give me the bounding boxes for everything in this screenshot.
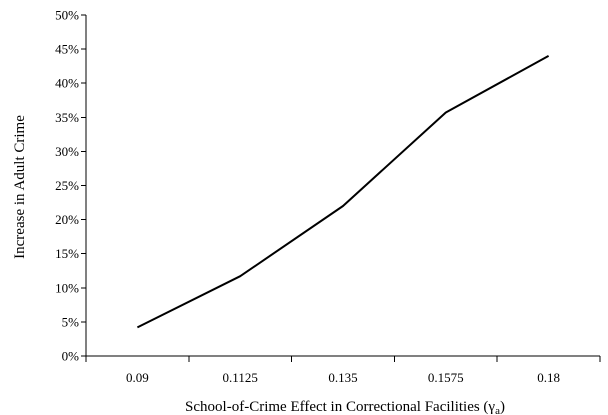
x-axis-ticks: 0.09 0.1125 0.135 0.1575 0.18 [85,356,601,385]
y-tick-label: 15% [55,246,79,261]
x-axis-title-subscript: a [495,405,500,415]
y-tick-label: 0% [62,349,80,364]
y-tick-label: 20% [55,212,79,227]
x-tick-label: 0.18 [537,370,560,385]
y-tick-label: 10% [55,280,79,295]
x-axis-title-main: School-of-Crime Effect in Correctional F… [185,399,495,415]
y-tick-label: 25% [55,178,79,193]
x-tick-label: 0.135 [328,370,357,385]
y-tick-label: 5% [62,314,80,329]
y-tick-label: 45% [55,42,79,57]
y-tick-label: 50% [55,8,79,23]
y-axis-ticks: 0% 5% 10% 15% 20% 25% 30% 35% 40% 45% 50% [55,8,86,364]
x-tick-label: 0.09 [126,370,149,385]
y-tick-label: 40% [55,76,79,91]
x-tick-label: 0.1125 [223,370,258,385]
x-axis-title: School-of-Crime Effect in Correctional F… [185,399,505,415]
y-tick-label: 35% [55,110,79,125]
y-tick-label: 30% [55,144,79,159]
series-group [136,55,550,329]
y-axis-title: Increase in Adult Crime [12,115,28,259]
x-axis-title-suffix: ) [500,399,505,415]
series-line [136,55,550,329]
x-tick-label: 0.1575 [428,370,464,385]
